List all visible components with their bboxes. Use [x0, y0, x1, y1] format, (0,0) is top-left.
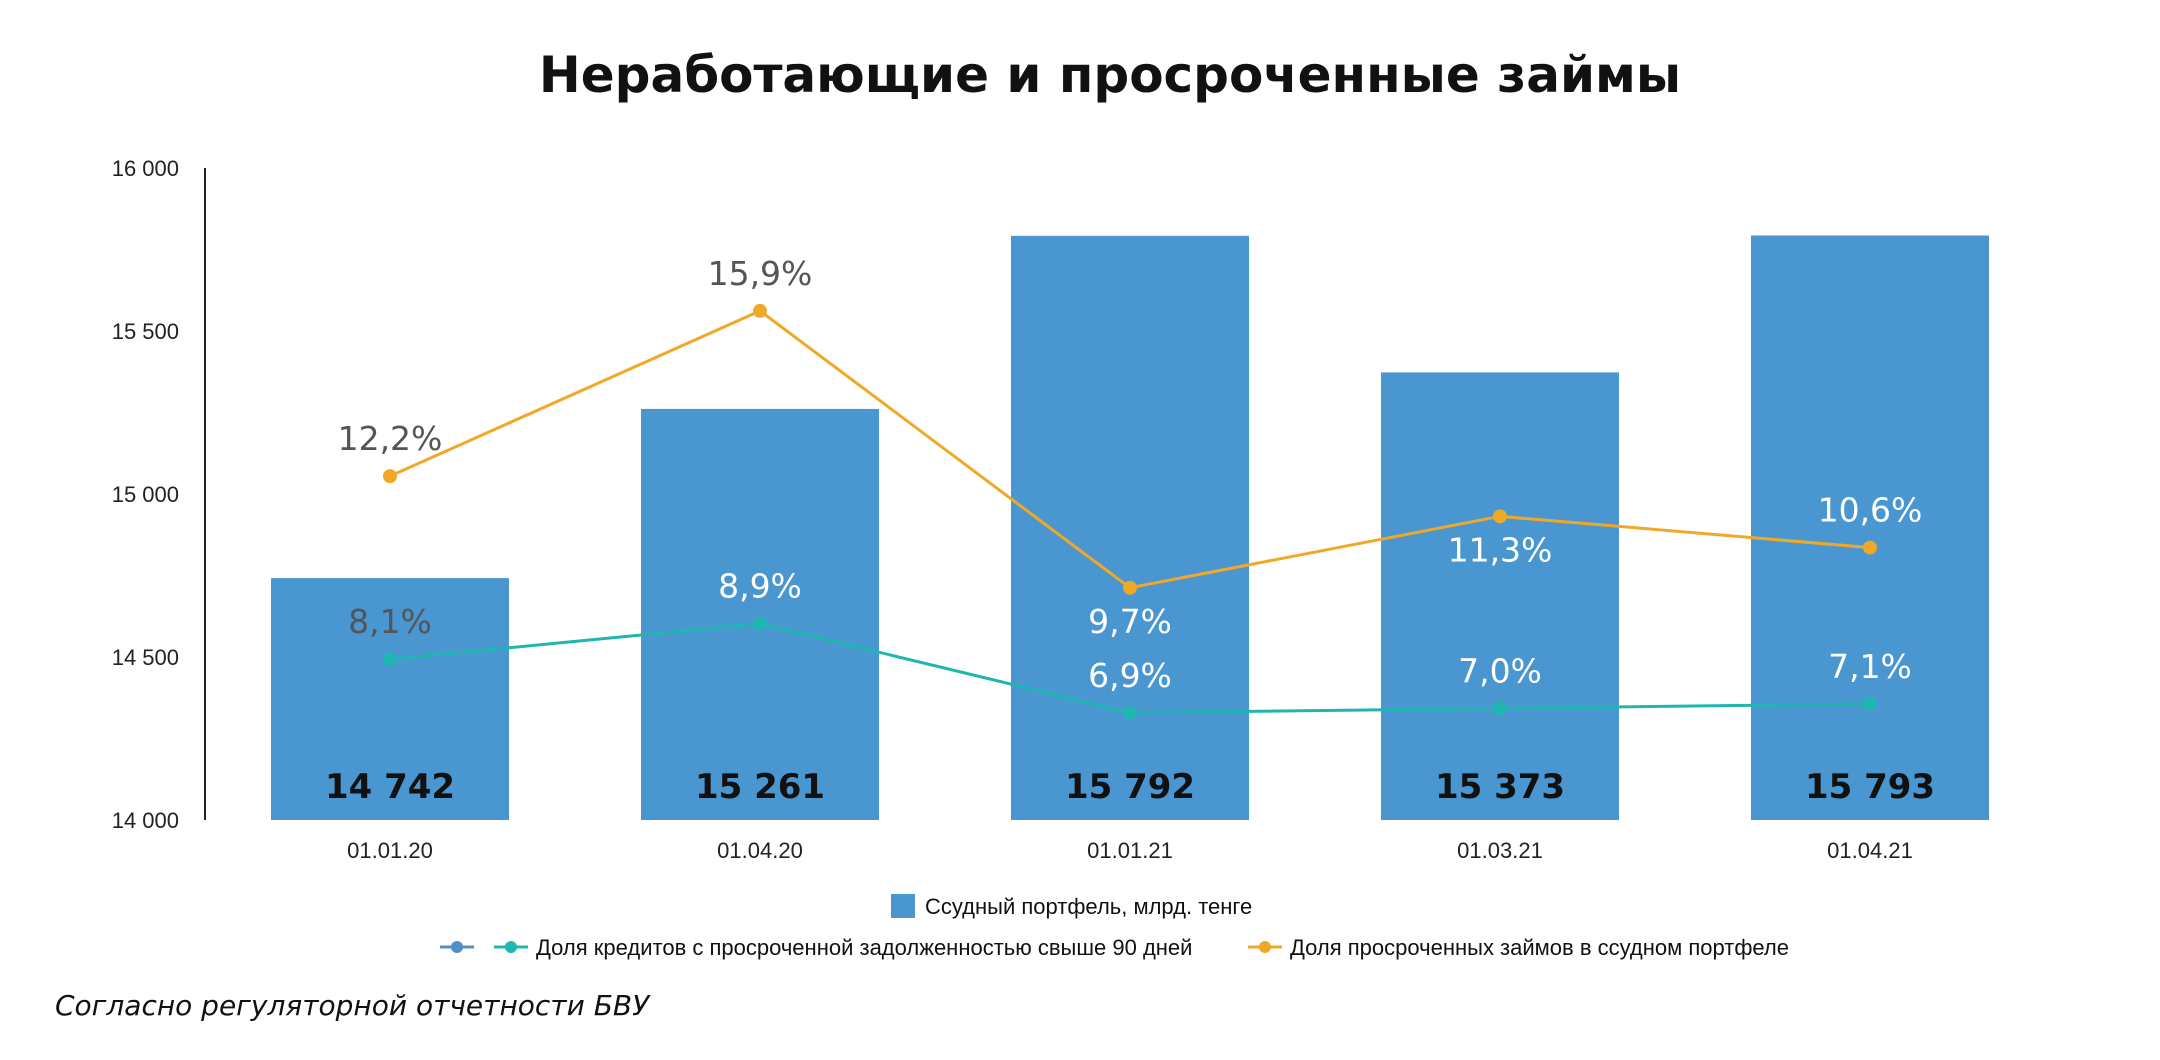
bar: [1011, 235, 1249, 821]
point-value-label: 8,9%: [718, 567, 802, 606]
x-tick-label: 01.01.20: [347, 838, 433, 863]
source-note: Согласно регуляторной отчетности БВУ: [55, 989, 651, 1022]
legend-marker-extra: [451, 941, 463, 953]
bar: [641, 408, 879, 820]
series-point: [1863, 696, 1877, 711]
point-value-label: 10,6%: [1818, 491, 1923, 530]
y-tick-label: 15 500: [112, 319, 179, 344]
series-point: [1493, 701, 1507, 716]
bar: [1751, 235, 1989, 820]
series-point: [753, 616, 767, 631]
y-tick-label: 14 500: [112, 645, 179, 670]
point-value-label: 11,3%: [1448, 530, 1553, 569]
legend-marker-overdue-90: [505, 941, 517, 953]
point-value-label: 6,9%: [1088, 656, 1172, 695]
series-point: [1123, 705, 1137, 720]
bar: [1381, 372, 1619, 820]
x-tick-label: 01.04.20: [717, 838, 803, 863]
legend-marker-overdue-share: [1259, 941, 1271, 953]
point-value-label: 9,7%: [1088, 602, 1172, 641]
lines: 8,1% 8,9% 6,9% 7,0% 7,1% 12,2% 15,9% 9,7% 11,3% 1…: [338, 254, 1923, 720]
bars: 14 742 15 261 15 792 15 373 15 793: [271, 235, 1989, 821]
y-tick-label: 16 000: [112, 156, 179, 181]
legend: Ссудный портфель, млрд. тенге Доля кредит…: [440, 894, 1789, 960]
legend-label-bar: Ссудный портфель, млрд. тенге: [925, 894, 1252, 919]
point-value-label: 7,1%: [1828, 647, 1912, 686]
legend-swatch-bar: [891, 894, 915, 918]
series-point: [1863, 540, 1877, 555]
x-axis: 01.01.20 01.04.20 01.01.21 01.03.21 01.04.21: [347, 838, 1913, 863]
x-tick-label: 01.01.21: [1087, 838, 1173, 863]
point-value-label: 15,9%: [708, 254, 813, 293]
legend-label-overdue-90: Доля кредитов с просроченной задолженнос…: [536, 935, 1192, 960]
point-value-label: 12,2%: [338, 419, 443, 458]
bar-value-label: 14 742: [325, 767, 455, 807]
bar-value-label: 15 373: [1435, 767, 1565, 807]
series-point: [753, 303, 767, 318]
legend-label-overdue-share: Доля просроченных займов в ссудном портф…: [1290, 935, 1789, 960]
series-point: [383, 652, 397, 667]
y-tick-label: 14 000: [112, 808, 179, 833]
point-value-label: 7,0%: [1458, 651, 1542, 690]
x-tick-label: 01.04.21: [1827, 838, 1913, 863]
bar-value-label: 15 792: [1065, 767, 1195, 807]
bar-value-label: 15 793: [1805, 767, 1935, 807]
bar: [271, 578, 509, 820]
y-tick-label: 15 000: [112, 482, 179, 507]
chart-title: Неработающие и просроченные займы: [539, 46, 1681, 104]
series-point: [1123, 580, 1137, 595]
point-value-label: 8,1%: [348, 602, 432, 641]
bar-value-label: 15 261: [695, 767, 825, 807]
series-point: [383, 469, 397, 484]
y-axis: 14 000 14 500 15 000 15 500 16 000: [112, 156, 206, 833]
x-tick-label: 01.03.21: [1457, 838, 1543, 863]
series-point: [1493, 509, 1507, 524]
